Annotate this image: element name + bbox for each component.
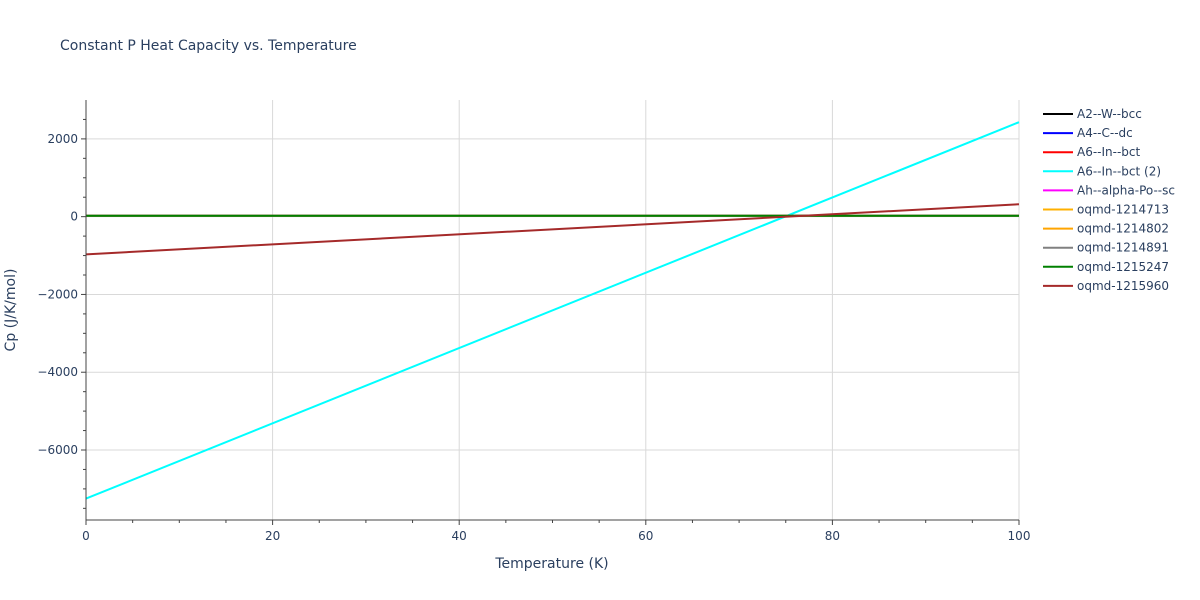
legend-item[interactable]: A6--In--bct (2) xyxy=(1043,164,1161,178)
legend-label: A6--In--bct (2) xyxy=(1077,164,1161,178)
legend-label: oqmd-1214713 xyxy=(1077,203,1169,217)
legend-label: oqmd-1215960 xyxy=(1077,279,1169,293)
x-tick-label: 80 xyxy=(825,529,840,543)
legend-item[interactable]: oqmd-1215960 xyxy=(1043,279,1169,293)
legend-item[interactable]: oqmd-1214802 xyxy=(1043,222,1169,236)
legend-item[interactable]: oqmd-1214713 xyxy=(1043,203,1169,217)
legend-item[interactable]: Ah--alpha-Po--sc xyxy=(1043,183,1175,197)
y-tick-label: −6000 xyxy=(37,443,78,457)
x-axis-title: Temperature (K) xyxy=(494,556,608,572)
legend-item[interactable]: A4--C--dc xyxy=(1043,126,1133,140)
legend-label: A6--In--bct xyxy=(1077,145,1141,159)
axes: 0 20 40 60 80 100 −6000 −4000 −2000 0 2000 xyxy=(37,100,1030,543)
legend-label: oqmd-1215247 xyxy=(1077,260,1169,274)
legend[interactable]: A2--W--bcc A4--C--dc A6--In--bct A6--In--bc… xyxy=(1043,107,1175,293)
legend-label: oqmd-1214802 xyxy=(1077,222,1169,236)
x-tick-label: 100 xyxy=(1008,529,1031,543)
x-tick-label: 20 xyxy=(265,529,280,543)
y-tick-label: 0 xyxy=(70,210,78,224)
x-tick-label: 40 xyxy=(452,529,467,543)
series-line-9[interactable] xyxy=(85,203,1020,256)
legend-label: A2--W--bcc xyxy=(1077,107,1142,121)
legend-item[interactable]: oqmd-1214891 xyxy=(1043,241,1169,255)
legend-label: Ah--alpha-Po--sc xyxy=(1077,183,1175,197)
plot-area[interactable] xyxy=(85,121,1020,500)
x-tick-label: 0 xyxy=(82,529,90,543)
legend-item[interactable]: A6--In--bct xyxy=(1043,145,1141,159)
y-axis-title: Cp (J/K/mol) xyxy=(3,269,19,352)
legend-item[interactable]: A2--W--bcc xyxy=(1043,107,1142,121)
legend-label: A4--C--dc xyxy=(1077,126,1133,140)
y-tick-label: −2000 xyxy=(37,287,78,301)
chart-title: Constant P Heat Capacity vs. Temperature xyxy=(60,38,357,54)
y-tick-label: 2000 xyxy=(47,132,78,146)
legend-item[interactable]: oqmd-1215247 xyxy=(1043,260,1169,274)
x-tick-label: 60 xyxy=(638,529,653,543)
series-line-3[interactable] xyxy=(85,121,1020,500)
y-tick-label: −4000 xyxy=(37,365,78,379)
legend-label: oqmd-1214891 xyxy=(1077,241,1169,255)
